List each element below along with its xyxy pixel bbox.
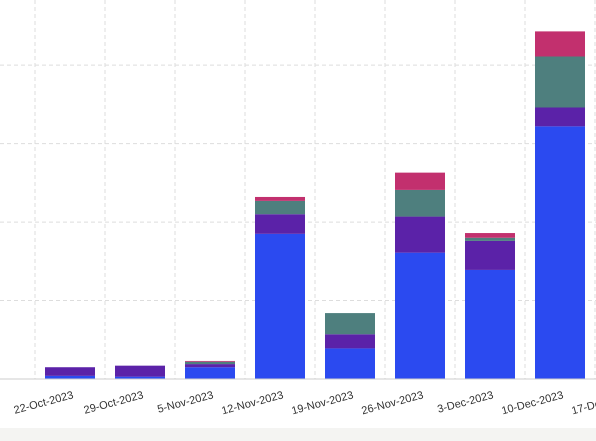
x-tick-label: 26-Nov-2023 [360,389,425,417]
bar-segment [465,233,515,238]
bar-segment [395,172,445,190]
bar-segment [535,126,585,379]
x-tick-label: 19-Nov-2023 [290,389,355,417]
bar-segment [255,233,305,379]
bar-segment [45,375,95,379]
x-tick-label: 3-Dec-2023 [436,389,495,415]
bar-segment [325,313,375,335]
bar-segment [465,237,515,241]
bar-segment [185,360,235,362]
bar-segment [395,216,445,253]
x-tick-label: 17-Dec-2023 [570,389,596,417]
x-tick-label: 29-Oct-2023 [83,389,145,416]
bar-segment [465,240,515,270]
x-tick-label: 22-Oct-2023 [13,389,75,416]
x-tick-label: 5-Nov-2023 [156,389,215,415]
bar-segment [115,365,165,377]
x-tick-label: 12-Nov-2023 [220,389,285,417]
bar-segment [255,196,305,201]
bar-segment [395,252,445,379]
bar-segment [465,269,515,379]
bar-segment [185,367,235,379]
bar-segment [185,364,235,368]
bar-segment [535,31,585,57]
bar-segment [535,56,585,108]
bar-segment [115,376,165,379]
bar-segment [395,189,445,217]
bar-segment [255,200,305,215]
bar-segment [325,348,375,379]
x-tick-label: 10-Dec-2023 [500,389,565,417]
bar-segment [255,214,305,234]
bar-segment [325,334,375,349]
bar-segment [45,367,95,376]
bar-segment [185,361,235,365]
footer-strip [0,428,596,441]
bar-segment [535,107,585,127]
